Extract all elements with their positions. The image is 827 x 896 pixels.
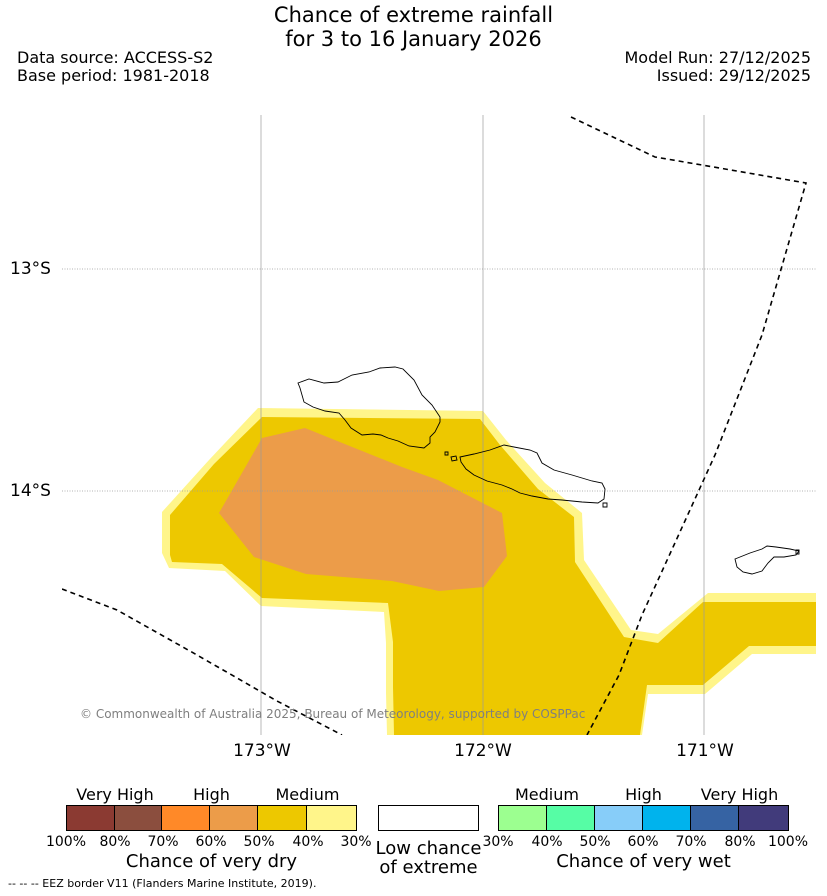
map-canvas (62, 115, 816, 735)
apolima-islet-outline (450, 455, 458, 462)
dry-tick-80: 80% (99, 834, 131, 850)
wet-legend-high-label: High (625, 785, 662, 804)
manono-islet-outline (444, 451, 449, 456)
wet-tick-50: 50% (579, 834, 611, 850)
dry-swatch-50-40 (257, 805, 307, 831)
wet-swatch-80-100 (738, 805, 789, 831)
dry-swatch-60-50 (209, 805, 258, 831)
issued-text: Issued: 29/12/2025 (656, 66, 811, 85)
dry-legend-caption: Chance of very dry (125, 851, 298, 872)
eez-border-north-east (570, 116, 808, 735)
dry-tick-100: 100% (45, 834, 87, 850)
dry-legend-medium-label: Medium (275, 785, 340, 804)
wet-legend-medium-label: Medium (515, 785, 579, 804)
eez-border-note: -- -- -- EEZ border V11 (Flanders Marine… (8, 877, 317, 890)
lon-label-172w: 172°W (454, 741, 512, 761)
graticule (62, 115, 816, 735)
base-period-text: Base period: 1981-2018 (17, 66, 210, 85)
dry-swatch-100-80 (66, 805, 115, 831)
islands (297, 366, 800, 575)
dry-tick-30: 30% (340, 834, 372, 850)
wet-tick-100: 100% (767, 834, 809, 850)
dry-swatch-70-60 (161, 805, 210, 831)
wet-swatch-30-40 (498, 805, 547, 831)
lon-label-171w: 171°W (676, 741, 734, 761)
dry-tick-50: 50% (243, 834, 275, 850)
savaii-island-outline (297, 366, 441, 449)
upolu-east-islet-outline (602, 502, 608, 508)
model-run-text: Model Run: 27/12/2025 (624, 48, 812, 67)
lat-label-14s: 14°S (10, 481, 51, 501)
rainfall-region (162, 408, 816, 735)
data-source-text: Data source: ACCESS-S2 (17, 48, 214, 67)
high-chance-region (219, 428, 507, 591)
wet-swatch-40-50 (546, 805, 595, 831)
map-title-line2: for 3 to 16 January 2026 (285, 27, 542, 51)
wet-tick-70: 70% (675, 834, 707, 850)
wet-legend-caption: Chance of very wet (556, 851, 731, 872)
wet-tick-40: 40% (531, 834, 563, 850)
lon-label-173w: 173°W (233, 741, 291, 761)
tutuila-islet-outline (795, 549, 800, 555)
wet-tick-80: 80% (724, 834, 756, 850)
dry-tick-70: 70% (147, 834, 179, 850)
dry-swatch-40-30 (306, 805, 357, 831)
copyright-notice: © Commonwealth of Australia 2025, Bureau… (80, 707, 586, 721)
wet-swatch-70-80 (690, 805, 739, 831)
wet-colorbar (498, 805, 789, 831)
dry-legend-very-high-label: Very High (76, 785, 154, 804)
tutuila-island-outline (734, 545, 800, 575)
lat-label-13s: 13°S (10, 259, 51, 279)
dry-legend-high-label: High (193, 785, 230, 804)
dry-swatch-80-70 (114, 805, 162, 831)
eez-borders (62, 116, 808, 735)
dry-colorbar (66, 805, 357, 831)
map-title-line1: Chance of extreme rainfall (273, 3, 554, 27)
wet-swatch-60-70 (642, 805, 691, 831)
wet-swatch-50-60 (594, 805, 643, 831)
dry-tick-60: 60% (195, 834, 227, 850)
low-chance-caption-line2: of extreme (379, 857, 478, 878)
wet-legend-very-high-label: Very High (700, 785, 779, 804)
wet-tick-60: 60% (627, 834, 659, 850)
wet-tick-30: 30% (482, 834, 514, 850)
low-chance-caption-line1: Low chance (375, 838, 482, 859)
upolu-island-outline (459, 444, 606, 504)
low-chance-swatch (378, 805, 479, 831)
eez-border-south-west (62, 588, 343, 735)
dry-tick-40: 40% (292, 834, 324, 850)
